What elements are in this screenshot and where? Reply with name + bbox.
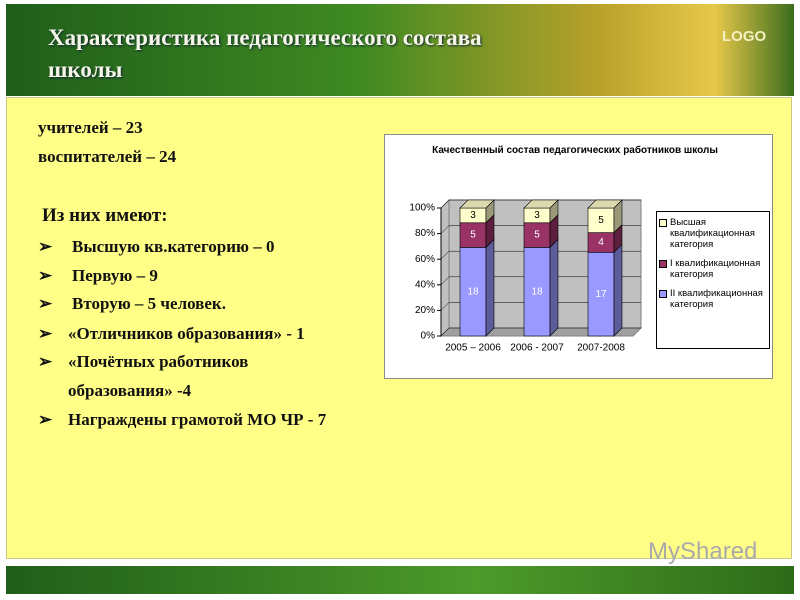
chart-title: Качественный состав педагогических работ…	[432, 145, 718, 156]
count-line: воспитателей – 24	[38, 147, 177, 166]
data-label: 18	[467, 286, 479, 297]
bullet-text: Награждены грамотой МО ЧР - 7	[68, 410, 327, 429]
footer-band	[6, 566, 794, 594]
legend: Высшая квалификационная категория I квали…	[656, 211, 770, 349]
bar-top	[459, 199, 495, 209]
grid-line	[440, 250, 641, 260]
bullet: ➢ «Отличников образования» - 1	[38, 319, 305, 348]
grid-line	[440, 225, 641, 234]
data-label: 4	[598, 237, 604, 248]
bullet-text: Первую – 9	[72, 266, 158, 285]
bar-top	[587, 199, 623, 209]
bar-side	[485, 238, 495, 337]
legend-swatch	[659, 260, 667, 268]
bar-top	[523, 199, 559, 209]
y-tick-label: 80%	[415, 228, 435, 239]
subheading: Из них имеют:	[42, 205, 168, 226]
chart: Качественный состав педагогических работ…	[384, 134, 773, 379]
x-tick-label: 2006 - 2007	[510, 343, 564, 354]
header-band	[6, 4, 794, 96]
bullet: ➢ «Почётных работников образования» -4	[38, 347, 298, 405]
count-line: учителей – 23	[38, 118, 143, 137]
y-tick-label: 40%	[415, 279, 435, 290]
logo: LOGO	[722, 28, 767, 45]
bar-segment	[587, 252, 615, 337]
legend-text: II квалификационная категория	[670, 288, 763, 310]
bar-segment	[523, 222, 551, 248]
grid-line	[440, 327, 641, 337]
watermark: MyShared	[648, 538, 758, 565]
slide-title: Характеристика педагогического состава ш…	[48, 25, 482, 82]
bullet: ➢ Вторую – 5 человек.	[38, 289, 226, 318]
bullet-text: Вторую – 5 человек.	[72, 294, 226, 313]
bullet-text: «Почётных работников образования» -4	[68, 352, 249, 400]
data-label: 3	[470, 210, 476, 221]
bar-segment	[587, 207, 615, 233]
legend-text: Высшая квалификационная категория	[670, 217, 755, 250]
legend-item: II квалификационная категория	[659, 288, 767, 310]
grid-line	[440, 199, 641, 209]
y-tick-label: 20%	[415, 305, 435, 316]
x-tick-label: 2005 – 2006	[445, 343, 501, 354]
data-label: 5	[598, 215, 604, 226]
x-tick-label: 2007-2008	[577, 343, 625, 354]
legend-swatch	[659, 219, 667, 227]
bullet-text: Высшую кв.категорию – 0	[72, 237, 275, 256]
data-label: 5	[470, 230, 476, 241]
y-tick-label: 0%	[421, 331, 436, 342]
bullet: ➢ Награждены грамотой МО ЧР - 7	[38, 405, 327, 434]
y-tick-label: 100%	[409, 203, 435, 214]
bullet-text: «Отличников образования» - 1	[68, 324, 305, 343]
legend-text: I квалификационная категория	[670, 258, 761, 280]
bullet: ➢ Высшую кв.категорию – 0	[38, 232, 275, 261]
grid-line	[440, 276, 641, 285]
bar-side	[613, 243, 623, 337]
y-tick-label: 60%	[415, 254, 435, 265]
bar-side	[549, 238, 559, 337]
data-label: 17	[595, 289, 607, 300]
back-wall	[440, 198, 450, 338]
data-label: 18	[531, 286, 543, 297]
bullet: ➢ Первую – 9	[38, 261, 158, 290]
legend-item: I квалификационная категория	[659, 258, 767, 280]
data-label: 5	[534, 230, 540, 241]
bar-segment	[523, 247, 551, 337]
legend-item: Высшая квалификационная категория	[659, 217, 767, 250]
grid-line	[440, 302, 641, 311]
legend-swatch	[659, 290, 667, 298]
data-label: 3	[534, 210, 540, 221]
chart-plot: 0% 20% 40% 60% 80% 100% 18 5 3 2005 – 2006 18 5 3 200…	[409, 198, 643, 354]
